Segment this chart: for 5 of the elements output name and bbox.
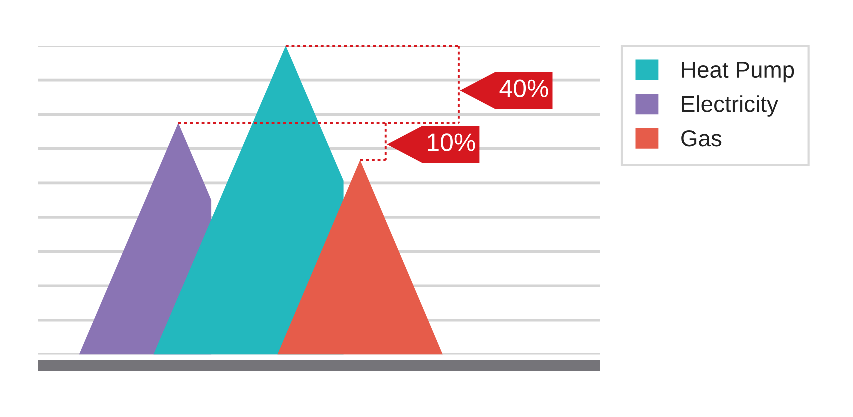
annotation: 40%: [500, 80, 548, 98]
legend-label: Heat Pump: [682, 62, 794, 83]
legend-label: Gas: [682, 130, 722, 147]
legend-label: Electricity: [682, 96, 778, 117]
annotation: 10%: [428, 134, 476, 152]
